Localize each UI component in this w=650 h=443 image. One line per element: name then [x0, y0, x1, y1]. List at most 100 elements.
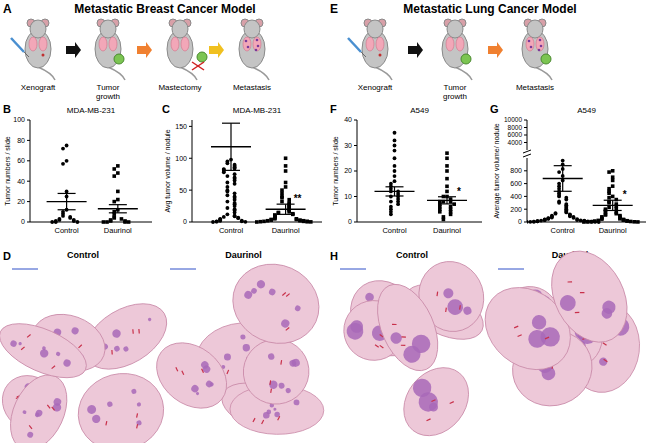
point — [557, 195, 561, 199]
scissors — [192, 62, 204, 70]
point — [240, 219, 244, 223]
point — [109, 219, 113, 223]
y-tick-label: 0 — [518, 218, 522, 225]
vessel — [27, 334, 30, 338]
panel-letter: D — [3, 250, 11, 262]
vessel — [278, 416, 280, 420]
point — [280, 192, 284, 196]
point — [287, 210, 291, 214]
point — [568, 214, 572, 218]
vessel — [181, 371, 185, 375]
y-tick — [524, 135, 527, 136]
point — [284, 164, 288, 168]
point — [211, 220, 215, 224]
vessel — [200, 369, 204, 373]
vessel — [28, 425, 32, 429]
category-label: Control — [219, 226, 244, 235]
nodule — [267, 353, 275, 361]
step-line: Xenograft — [21, 83, 56, 92]
scissors — [192, 62, 204, 70]
error-stem — [562, 166, 563, 192]
scale-bar — [170, 269, 196, 270]
vessel — [603, 359, 607, 361]
y-axis — [192, 120, 193, 222]
mouse-tail — [535, 67, 552, 80]
point — [625, 219, 629, 223]
nodule — [22, 410, 27, 415]
nodule — [122, 345, 129, 352]
point — [607, 191, 611, 195]
vessel — [227, 370, 229, 374]
point — [284, 181, 288, 185]
y-tick-label: 0 — [21, 218, 25, 225]
point — [280, 196, 284, 200]
step-line: Metastasis — [233, 83, 271, 92]
point — [536, 219, 540, 223]
nodule — [273, 408, 276, 411]
chart: FA549Tumor numbers / slide010203040Contr… — [330, 103, 482, 235]
point — [284, 156, 288, 160]
point — [607, 201, 611, 205]
point — [593, 219, 597, 223]
point — [298, 218, 302, 222]
vessel — [603, 343, 607, 345]
chart: CMDA-MB-231Avg tumor volume / nodule0501… — [162, 103, 322, 235]
step-label: Tumorgrowth — [443, 83, 467, 101]
y-tick — [524, 222, 527, 223]
point — [393, 179, 397, 183]
point — [586, 220, 590, 224]
y-tick — [524, 196, 527, 197]
needle — [361, 52, 366, 57]
point — [445, 151, 449, 155]
significance: ** — [294, 193, 302, 204]
mouse-tail — [38, 67, 55, 80]
tissue — [220, 251, 332, 357]
y-tick — [189, 158, 192, 159]
histology: DControlDaurinol — [0, 250, 332, 443]
vessel — [401, 344, 405, 347]
nodule — [224, 353, 231, 360]
y-tick-label: 200 — [510, 206, 522, 213]
point — [527, 220, 529, 224]
vessel — [110, 350, 114, 354]
vessel — [575, 311, 579, 315]
lung — [446, 37, 454, 51]
nodule — [280, 318, 291, 329]
point — [61, 147, 65, 151]
y-tick-label: 20 — [344, 167, 352, 174]
lung-lobe — [70, 364, 173, 443]
point — [116, 198, 120, 202]
y-tick — [354, 222, 357, 223]
step-line: Tumor — [97, 83, 120, 92]
y-tick — [27, 120, 30, 121]
point — [600, 217, 604, 221]
point — [589, 220, 593, 224]
tissue — [537, 238, 643, 355]
point — [233, 182, 237, 186]
vessel — [392, 323, 396, 326]
point — [50, 220, 54, 224]
nodule — [349, 319, 363, 333]
tumor — [114, 54, 124, 64]
nodule — [9, 339, 17, 347]
arrow — [137, 42, 152, 58]
marks — [375, 131, 468, 221]
panel-letter: E — [330, 2, 338, 16]
point — [629, 220, 633, 224]
point — [445, 156, 449, 160]
point — [590, 220, 594, 224]
point — [393, 139, 397, 143]
schematic: AMetastatic Breast Cancer ModelXenograft… — [3, 2, 271, 101]
nodule — [35, 409, 44, 418]
error-cap — [222, 170, 240, 171]
point — [438, 210, 442, 214]
point — [564, 210, 568, 214]
category-label: Control — [55, 226, 80, 235]
point — [61, 162, 65, 166]
error-cap — [604, 200, 622, 201]
point — [393, 149, 397, 153]
tissue — [70, 364, 173, 443]
vessel — [401, 335, 405, 338]
point — [226, 200, 230, 204]
panel-letter: A — [3, 2, 12, 16]
